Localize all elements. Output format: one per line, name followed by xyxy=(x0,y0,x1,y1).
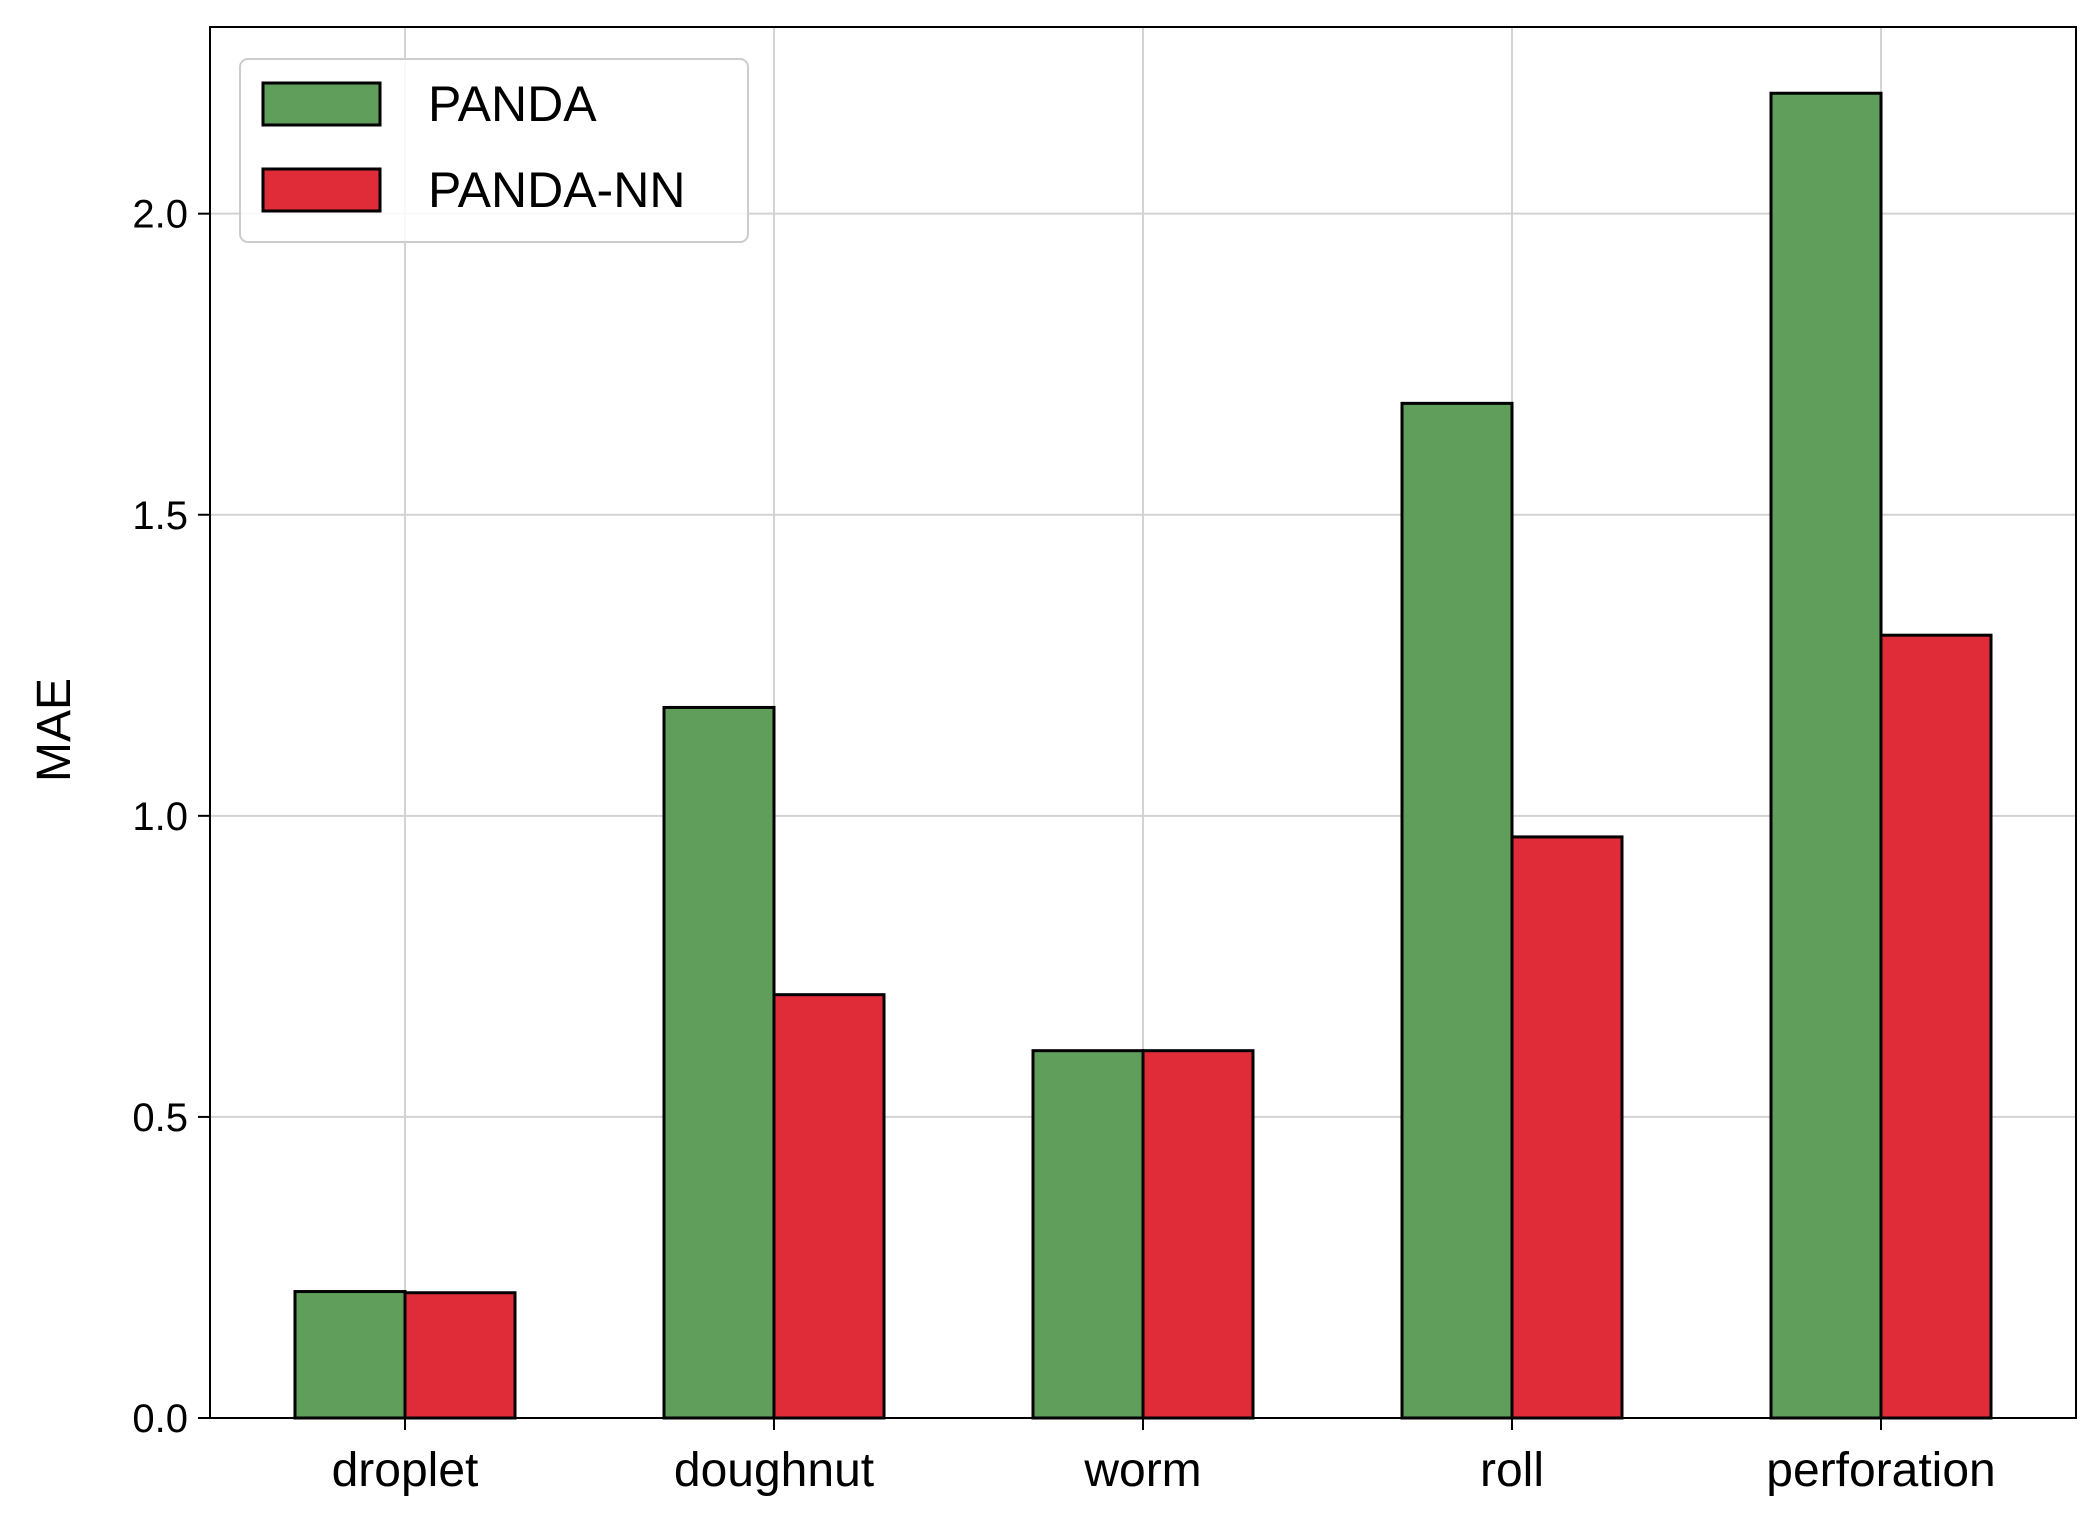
y-tick-label: 1.5 xyxy=(132,494,188,538)
bar-panda-worm xyxy=(1031,1049,1145,1420)
bar-panda-nn-droplet xyxy=(403,1291,517,1420)
bar-panda-nn-doughnut xyxy=(772,993,886,1420)
x-tick-label: roll xyxy=(1480,1444,1544,1497)
bars-group xyxy=(293,91,1993,1420)
legend-label-panda-nn: PANDA-NN xyxy=(428,162,685,218)
bar-panda-nn-worm xyxy=(1141,1049,1255,1420)
y-axis-label: MAE xyxy=(28,678,81,782)
y-tick-label: 1.0 xyxy=(132,795,188,839)
x-tick-label: perforation xyxy=(1766,1444,1995,1497)
legend-swatch-panda xyxy=(261,81,382,127)
legend-label-panda: PANDA xyxy=(428,76,597,132)
legend: PANDA PANDA-NN xyxy=(239,58,749,243)
legend-swatch-panda-nn xyxy=(261,167,382,213)
bar-panda-nn-perforation xyxy=(1879,633,1993,1420)
bar-panda-roll xyxy=(1400,401,1514,1420)
y-tick-label: 0.0 xyxy=(132,1397,188,1441)
y-tick-label: 0.5 xyxy=(132,1096,188,1140)
x-axis-ticks: droplet doughnut worm roll perforation xyxy=(332,1418,1996,1497)
bar-panda-droplet xyxy=(293,1290,407,1420)
y-axis-ticks: 0.0 0.5 1.0 1.5 2.0 xyxy=(132,193,210,1441)
x-tick-label: worm xyxy=(1083,1444,1201,1497)
x-tick-label: doughnut xyxy=(674,1444,874,1497)
y-tick-label: 2.0 xyxy=(132,193,188,237)
bar-panda-nn-roll xyxy=(1510,835,1624,1420)
bar-panda-perforation xyxy=(1769,91,1883,1420)
bar-panda-doughnut xyxy=(662,705,776,1420)
x-tick-label: droplet xyxy=(332,1444,479,1497)
